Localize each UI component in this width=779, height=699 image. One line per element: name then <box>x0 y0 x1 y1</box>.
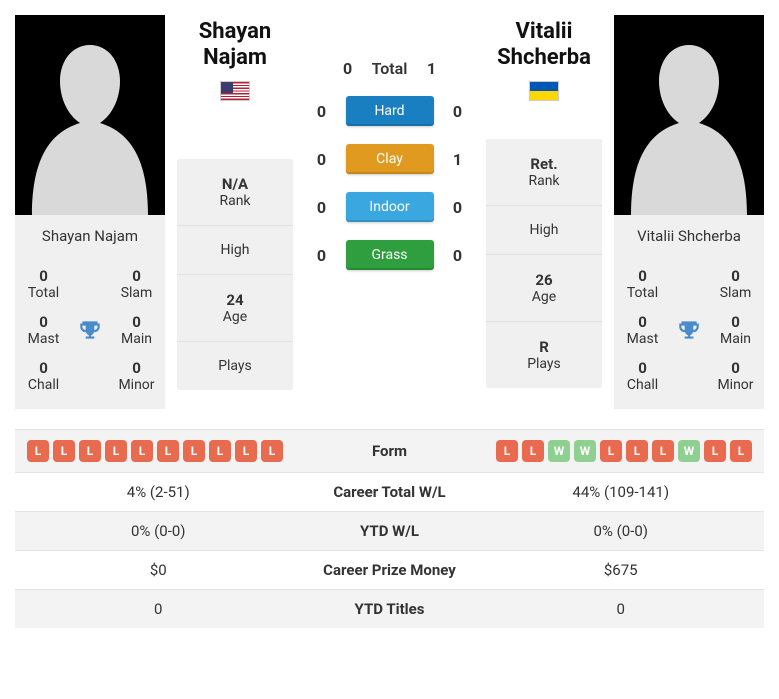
form-chip: L <box>53 440 75 462</box>
form-right: LLWWLLLWLL <box>490 440 753 462</box>
stats-row: 4% (2-51)Career Total W/L44% (109-141) <box>15 472 764 511</box>
form-chip: L <box>626 440 648 462</box>
stats-row: 0YTD Titles0 <box>15 589 764 628</box>
player-right-info: Vitalii Shcherba Ret.Rank High 26Age RPl… <box>486 15 602 388</box>
silhouette-icon <box>614 25 764 215</box>
flag-ua-icon <box>529 81 559 101</box>
player-left-name-under: Shayan Najam <box>15 215 165 257</box>
surface-grass-badge[interactable]: Grass <box>346 240 434 270</box>
form-chip: W <box>678 440 700 462</box>
player-right-name: Vitalii Shcherba <box>486 15 602 75</box>
stats-left-value: 0 <box>27 600 290 618</box>
form-chip: L <box>261 440 283 462</box>
stats-right-value: $675 <box>490 561 753 579</box>
form-chip: W <box>574 440 596 462</box>
stats-table: LLLLLLLLLLFormLLWWLLLWLL4% (2-51)Career … <box>15 429 764 628</box>
form-chip: L <box>600 440 622 462</box>
form-chip: L <box>105 440 127 462</box>
top-row: Shayan Najam 0Total 0Slam 0Mast 0Main 0C… <box>15 15 764 409</box>
player-left-info: Shayan Najam N/ARank High 24Age Plays <box>177 15 293 390</box>
stats-label: YTD W/L <box>290 522 490 540</box>
silhouette-icon <box>15 25 165 215</box>
title-total-val: 0 <box>17 267 70 285</box>
stats-left-value: $0 <box>27 561 290 579</box>
player-right-titles: 0Total 0Slam 0Mast 0Main 0Chall 0Minor <box>614 257 764 409</box>
form-chip: L <box>496 440 518 462</box>
stats-label: Career Total W/L <box>290 483 490 501</box>
form-chip: L <box>522 440 544 462</box>
form-chip: L <box>183 440 205 462</box>
stats-left-value: 0% (0-0) <box>27 522 290 540</box>
surface-indoor-badge[interactable]: Indoor <box>346 192 434 222</box>
form-chip: L <box>27 440 49 462</box>
stats-row: 0% (0-0)YTD W/L0% (0-0) <box>15 511 764 550</box>
stats-row: LLLLLLLLLLFormLLWWLLLWLL <box>15 429 764 472</box>
stats-left-value: 4% (2-51) <box>27 483 290 501</box>
stats-right-value: 0% (0-0) <box>490 522 753 540</box>
stats-label: Form <box>290 442 490 460</box>
stats-label: Career Prize Money <box>290 561 490 579</box>
player-left-col: Shayan Najam 0Total 0Slam 0Mast 0Main 0C… <box>15 15 165 409</box>
trophy-icon <box>671 307 707 353</box>
form-chip: L <box>131 440 153 462</box>
player-left-name: Shayan Najam <box>177 15 293 75</box>
h2h-column: 0 Total 1 0 Hard 0 0 Clay 1 0 Indoor 0 0… <box>305 15 474 288</box>
form-chip: W <box>548 440 570 462</box>
stats-label: YTD Titles <box>290 600 490 618</box>
trophy-icon <box>72 307 108 353</box>
form-chip: L <box>209 440 231 462</box>
stats-right-value: 44% (109-141) <box>490 483 753 501</box>
h2h-total-label: Total <box>372 59 408 78</box>
form-chip: L <box>235 440 257 462</box>
form-chip: L <box>704 440 726 462</box>
player-right-name-under: Vitalii Shcherba <box>614 215 764 257</box>
flag-us-icon <box>220 81 250 101</box>
player-left-image <box>15 15 165 215</box>
player-right-image <box>614 15 764 215</box>
surface-clay-badge[interactable]: Clay <box>346 144 434 174</box>
form-left: LLLLLLLLLL <box>27 440 290 462</box>
stats-row: $0Career Prize Money$675 <box>15 550 764 589</box>
form-chip: L <box>79 440 101 462</box>
surface-hard-badge[interactable]: Hard <box>346 96 434 126</box>
form-chip: L <box>652 440 674 462</box>
player-left-titles: 0Total 0Slam 0Mast 0Main 0Chall 0Minor <box>15 257 165 409</box>
form-chip: L <box>157 440 179 462</box>
player-right-col: Vitalii Shcherba 0Total 0Slam 0Mast 0Mai… <box>614 15 764 409</box>
form-chip: L <box>730 440 752 462</box>
stats-right-value: 0 <box>490 600 753 618</box>
